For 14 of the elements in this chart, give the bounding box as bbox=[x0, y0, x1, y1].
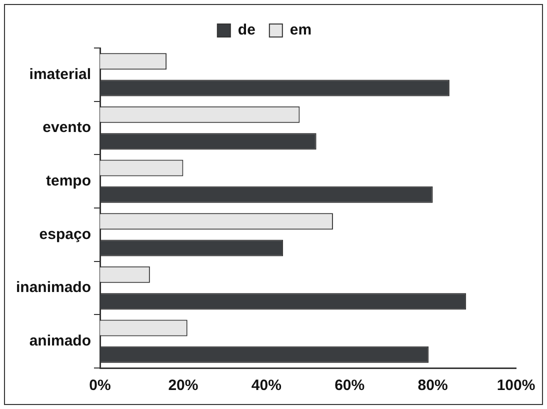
legend-label: em bbox=[290, 22, 312, 39]
y-tick-label: animado bbox=[29, 332, 92, 350]
y-tick-label: tempo bbox=[46, 172, 92, 190]
x-tick-label: 20% bbox=[168, 377, 198, 394]
y-tick-label: espaço bbox=[39, 226, 92, 243]
y-tick-label: evento bbox=[42, 119, 92, 136]
x-tick-label: 40% bbox=[251, 377, 282, 394]
y-tick-label: inanimado bbox=[16, 279, 92, 296]
y-tick-label: imaterial bbox=[29, 66, 92, 83]
legend-label: de bbox=[238, 22, 256, 39]
x-tick-label: 100% bbox=[496, 377, 536, 394]
x-tick-label: 60% bbox=[334, 377, 365, 394]
x-tick-label: 80% bbox=[418, 377, 448, 394]
x-tick-label: 0% bbox=[89, 377, 111, 394]
